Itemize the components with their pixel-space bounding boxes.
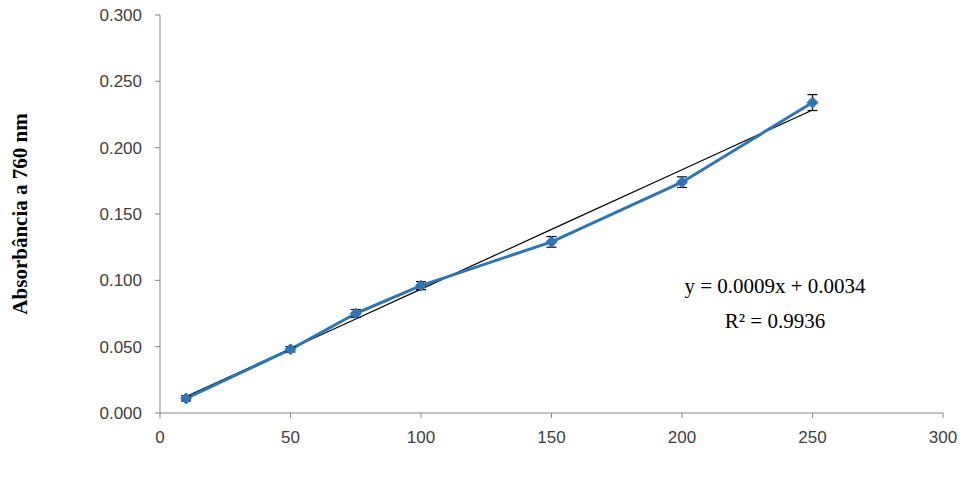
- series-line: [186, 103, 812, 399]
- data-point: [285, 344, 296, 355]
- y-tick-label: 0.150: [99, 205, 142, 224]
- annotation: y = 0.0009x + 0.0034: [684, 274, 866, 298]
- data-point: [677, 177, 688, 188]
- x-tick-label: 100: [407, 428, 435, 447]
- y-tick: [155, 346, 160, 347]
- x-tick-label: 150: [537, 428, 565, 447]
- x-tick-label: 250: [798, 428, 826, 447]
- annotation: R² = 0.9936: [725, 309, 825, 333]
- error-bar: [677, 177, 687, 188]
- x-tick-label: 300: [929, 428, 957, 447]
- y-tick: [155, 413, 160, 414]
- plot-area: [181, 95, 818, 404]
- x-tick: [812, 413, 813, 418]
- y-tick-label: 0.050: [99, 338, 142, 357]
- error-bar: [808, 95, 818, 111]
- x-tick-label: 200: [668, 428, 696, 447]
- y-tick: [155, 15, 160, 16]
- y-tick-label: 0.000: [99, 404, 142, 423]
- x-tick: [551, 413, 552, 418]
- chart: 0.000 0.050 0.100 0.150 0.200 0.250 0.300 0 50 10…: [0, 0, 972, 487]
- y-tick-label: 0.200: [99, 139, 142, 158]
- y-tick-label: 0.100: [99, 271, 142, 290]
- x-tick: [682, 413, 683, 418]
- y-tick: [155, 280, 160, 281]
- y-tick-label: 0.300: [99, 6, 142, 25]
- data-point: [807, 97, 818, 108]
- y-tick: [155, 147, 160, 148]
- error-bar: [547, 237, 557, 248]
- data-point: [546, 236, 557, 247]
- x-tick: [421, 413, 422, 418]
- data-point: [416, 280, 427, 291]
- x-tick: [290, 413, 291, 418]
- x-tick-label: 0: [155, 428, 164, 447]
- x-tick-label: 50: [281, 428, 300, 447]
- data-point: [350, 308, 361, 319]
- x-tick: [160, 413, 161, 418]
- y-tick-label: 0.250: [99, 72, 142, 91]
- y-tick: [155, 214, 160, 215]
- x-tick: [943, 413, 944, 418]
- data-point: [181, 393, 192, 404]
- y-axis-title: Absorbância a 760 nm: [8, 113, 32, 315]
- y-tick: [155, 81, 160, 82]
